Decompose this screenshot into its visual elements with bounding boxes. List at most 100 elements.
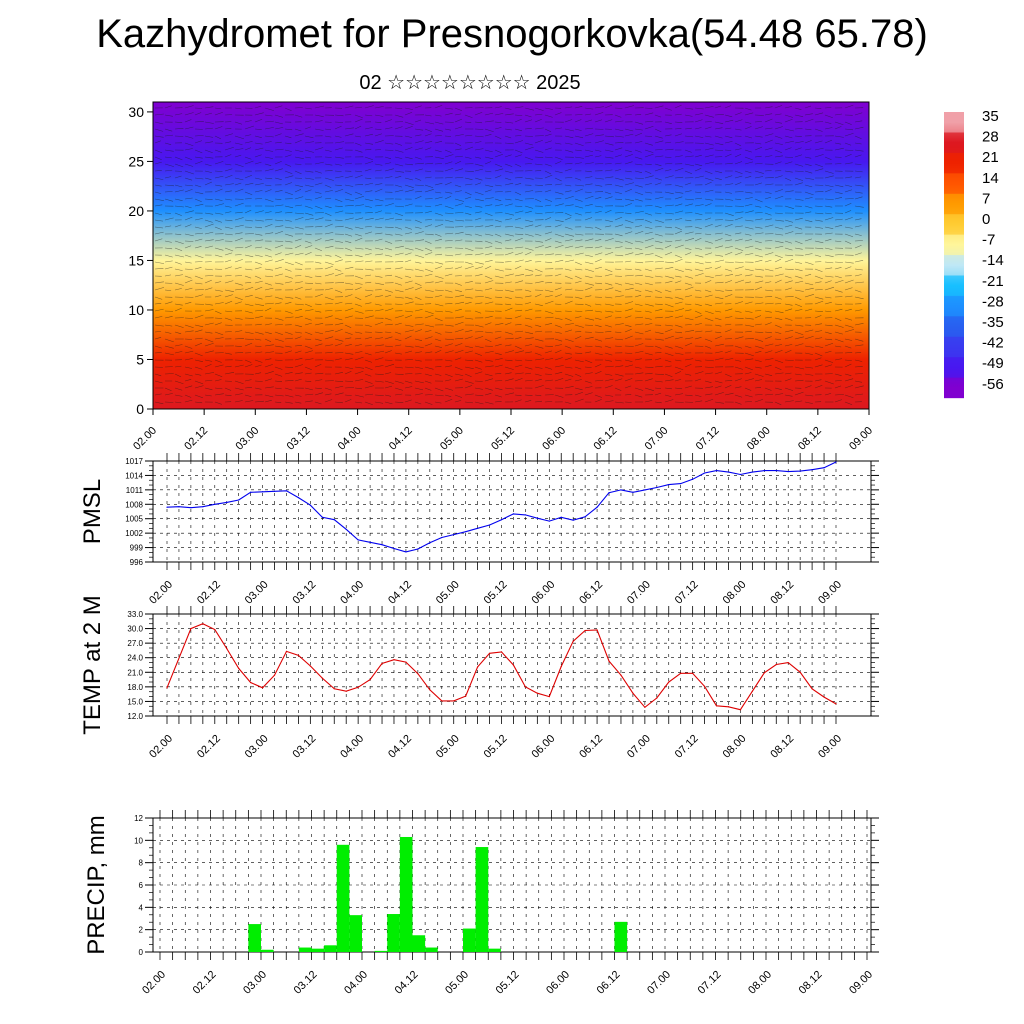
data-point [560, 665, 562, 668]
colorbar-label: 7 [982, 190, 990, 207]
ytick-label: 1008 [125, 500, 143, 509]
data-point [321, 677, 323, 679]
xtick-label: 02.00 [140, 969, 168, 997]
data-point [656, 697, 658, 699]
data-point [453, 533, 455, 536]
colorbar-label: 21 [982, 149, 999, 166]
colorbar-band [944, 234, 964, 256]
heatmap-xtick-label: 03.00 [233, 425, 261, 453]
heatmap-xtick-label: 03.12 [285, 425, 313, 453]
xtick-label: 08.12 [768, 733, 796, 761]
precip-bar [412, 935, 426, 952]
xtick-label: 05.12 [482, 733, 510, 761]
heatmap-xtick-label: 05.12 [489, 425, 517, 453]
data-point [775, 663, 777, 666]
colorbar-band [944, 214, 964, 235]
wind-streamlines [154, 104, 865, 406]
ytick-label: 12 [134, 814, 143, 823]
xtick-label: 07.12 [673, 733, 701, 761]
xtick-label: 03.00 [243, 733, 271, 761]
data-point [668, 681, 670, 683]
data-point [273, 674, 276, 676]
xtick-label: 02.12 [195, 733, 223, 761]
heatmap-field [153, 102, 869, 409]
heatmap-ytick-label: 15 [128, 252, 144, 268]
xtick-label: 08.00 [721, 733, 749, 761]
data-point [190, 507, 192, 509]
data-point [572, 640, 574, 642]
data-point [405, 661, 407, 663]
y-axis-label: PMSL [79, 479, 106, 544]
precip-bar [324, 945, 337, 952]
data-point [560, 516, 562, 518]
data-point [441, 536, 443, 539]
data-point [465, 531, 467, 533]
heatmap-ytick-label: 20 [128, 203, 144, 219]
precip-panel: 0 2 4 6 8 10 12 02.00 02.12 03.00 03.12 04.00 04.12 0… [83, 810, 879, 997]
data-point [823, 696, 825, 698]
data-point [309, 504, 311, 506]
heatmap-xtick-label: 06.12 [591, 425, 619, 453]
xtick-label: 04.12 [393, 969, 421, 997]
data-point [680, 672, 682, 674]
xtick-label: 03.12 [291, 579, 319, 607]
data-point [190, 627, 192, 630]
data-point [297, 654, 300, 656]
ytick-label: 24.0 [127, 654, 143, 663]
precip-bar [261, 949, 274, 952]
data-point [500, 519, 503, 521]
colorbar-band [944, 336, 964, 358]
ytick-label: 0 [139, 948, 144, 957]
chart-title: Kazhydromet for Presnogorkovka(54.48 65.… [96, 12, 928, 56]
data-point [369, 678, 371, 681]
data-point [512, 664, 515, 666]
heatmap-ytick-label: 25 [128, 153, 144, 169]
data-point [608, 660, 610, 662]
colorbar-label: -28 [982, 293, 1004, 310]
ytick-label: 1005 [125, 515, 143, 524]
xtick-label: 03.12 [291, 733, 319, 761]
xtick-label: 09.00 [816, 733, 844, 761]
colorbar-label: 28 [982, 129, 999, 146]
data-point [692, 478, 694, 480]
xtick-label: 08.12 [768, 579, 796, 607]
data-point [393, 659, 395, 661]
xtick-label: 08.00 [721, 579, 749, 607]
data-point [584, 516, 586, 518]
xtick-label: 03.00 [243, 579, 271, 607]
data-point [763, 470, 765, 472]
ytick-label: 1014 [125, 471, 143, 480]
data-point [273, 490, 276, 492]
data-point [668, 483, 670, 486]
xtick-label: 07.00 [625, 733, 653, 761]
xtick-label: 02.12 [191, 969, 219, 997]
data-point [477, 527, 479, 529]
colorbar-band [944, 152, 964, 174]
data-point [799, 470, 801, 472]
colorbar-band [944, 173, 964, 195]
data-point [238, 667, 240, 670]
data-point [381, 662, 383, 665]
colorbar-label: -21 [982, 273, 1004, 290]
data-point [166, 506, 168, 508]
data-point [333, 688, 335, 690]
precip-bar [475, 847, 489, 952]
data-point [656, 486, 658, 489]
precip-bar [463, 928, 476, 952]
data-point [226, 501, 228, 503]
data-point [297, 496, 300, 499]
xtick-label: 06.12 [595, 969, 623, 997]
xtick-label: 08.00 [746, 969, 774, 997]
data-point [333, 519, 335, 521]
colorbar-label: -49 [982, 355, 1004, 372]
heatmap-xtick-label: 09.00 [847, 425, 875, 453]
ytick-label: 12.0 [127, 712, 143, 721]
colorbar-band [944, 193, 964, 215]
data-point [250, 491, 252, 493]
data-point [465, 695, 467, 697]
ytick-label: 4 [139, 903, 144, 912]
data-point [429, 689, 431, 691]
xtick-label: 04.12 [386, 733, 414, 761]
precip-bar [374, 950, 388, 952]
data-point [775, 470, 777, 472]
